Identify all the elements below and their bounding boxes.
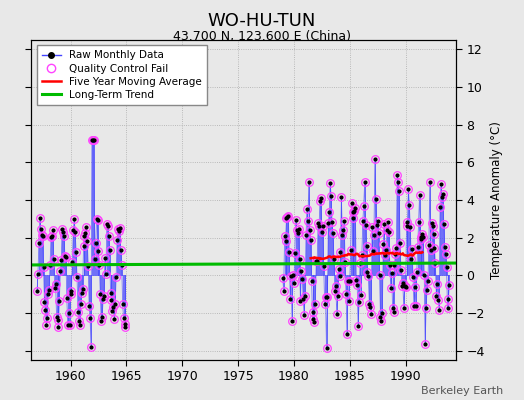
Legend: Raw Monthly Data, Quality Control Fail, Five Year Moving Average, Long-Term Tren: Raw Monthly Data, Quality Control Fail, …	[37, 45, 207, 105]
Text: 43.700 N, 123.600 E (China): 43.700 N, 123.600 E (China)	[173, 30, 351, 43]
Text: Berkeley Earth: Berkeley Earth	[421, 386, 503, 396]
Y-axis label: Temperature Anomaly (°C): Temperature Anomaly (°C)	[490, 121, 503, 279]
Text: WO-HU-TUN: WO-HU-TUN	[208, 12, 316, 30]
